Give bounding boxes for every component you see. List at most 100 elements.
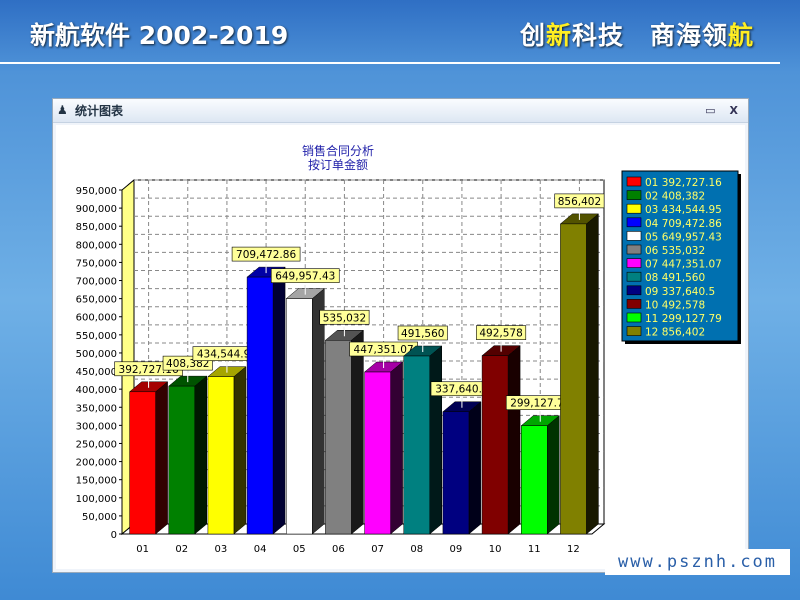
bar-side xyxy=(586,213,599,535)
bar-04 xyxy=(246,276,274,535)
data-label: 649,957.43 xyxy=(275,271,335,283)
data-label-box xyxy=(270,268,340,283)
y-tick-label: 300,000 xyxy=(76,421,117,432)
bar-side xyxy=(429,345,442,535)
data-label-box xyxy=(397,325,448,341)
slogan: 创新科技 商海领航 xyxy=(520,16,754,52)
y-tick-label: 0 xyxy=(111,530,117,541)
y-tick-label: 350,000 xyxy=(76,403,117,414)
y-tick-label: 450,000 xyxy=(76,367,117,378)
legend-item: 03 434,544.95 xyxy=(645,204,722,216)
data-label-box xyxy=(476,325,527,340)
legend-item: 05 649,957.43 xyxy=(645,231,722,243)
legend-swatch xyxy=(626,271,642,282)
legend-swatch xyxy=(626,190,642,200)
bar-side xyxy=(390,361,403,535)
chart-window: ♟ 统计图表 ▭ X 销售合同分析 按订单金额 0 50,000 100,000 150,… xyxy=(52,98,749,573)
legend-swatch xyxy=(626,312,642,323)
bar-08 xyxy=(403,355,430,535)
data-label-box xyxy=(319,309,370,325)
chart-area: 销售合同分析 按订单金额 0 50,000 100,000 150,000 200,000 2… xyxy=(56,125,745,569)
legend-swatch xyxy=(626,176,642,187)
y-tick-label: 850,000 xyxy=(76,222,117,233)
slogan-part: 创 xyxy=(519,21,546,50)
slogan-part: 科技 商海领 xyxy=(571,21,728,50)
legend-item: 04 709,472.86 xyxy=(645,218,722,230)
x-tick-label: 10 xyxy=(489,544,502,555)
x-tick-label: 03 xyxy=(215,544,228,555)
x-tick-label: 06 xyxy=(332,544,345,555)
x-tick-label: 12 xyxy=(567,544,580,555)
x-tick-label: 08 xyxy=(410,544,423,555)
data-label: 709,472.86 xyxy=(236,249,296,261)
data-label: 408,382 xyxy=(166,358,209,370)
x-tick-label: 09 xyxy=(450,544,463,555)
bar-10 xyxy=(481,355,509,535)
bar-side xyxy=(547,415,560,535)
bar-05 xyxy=(286,298,313,535)
x-tick-label: 05 xyxy=(293,544,306,555)
app-title: 新航软件 2002-2019 xyxy=(30,21,289,50)
bar-09 xyxy=(442,411,470,535)
bar-11 xyxy=(521,425,548,535)
bar-06 xyxy=(325,340,352,535)
data-label: 434,544.95 xyxy=(197,349,257,361)
data-label: 492,578 xyxy=(479,328,522,340)
legend-item: 11 299,127.79 xyxy=(645,313,722,325)
data-label-box xyxy=(554,193,605,209)
y-tick-label: 550,000 xyxy=(76,331,117,342)
y-tick-label: 150,000 xyxy=(76,476,117,487)
y-tick-label: 900,000 xyxy=(76,204,117,215)
bar-side xyxy=(468,401,482,535)
legend-item: 01 392,727.16 xyxy=(645,177,722,189)
bar-side xyxy=(507,345,521,535)
legend-swatch xyxy=(626,217,642,228)
legend-swatch xyxy=(626,203,642,214)
x-tick-label: 04 xyxy=(254,544,267,555)
y-tick-label: 700,000 xyxy=(76,277,117,288)
y-tick-label: 950,000 xyxy=(76,186,117,197)
legend-swatch xyxy=(626,258,642,268)
x-tick-label: 01 xyxy=(136,544,149,555)
bar-side xyxy=(272,266,286,535)
data-label: 447,351.07 xyxy=(354,344,414,356)
x-tick-label: 07 xyxy=(371,544,384,555)
minimize-button[interactable]: ▭ xyxy=(705,104,716,117)
y-tick-label: 200,000 xyxy=(76,458,117,469)
window-title: 统计图表 xyxy=(75,104,124,118)
bar-02 xyxy=(168,385,195,535)
bar-side xyxy=(312,288,325,535)
legend-swatch xyxy=(626,244,642,255)
chart-subtitle: 按订单金额 xyxy=(308,157,368,172)
legend xyxy=(621,170,739,342)
divider xyxy=(0,62,780,64)
bar-01 xyxy=(129,391,156,535)
legend-swatch xyxy=(626,231,642,241)
slogan-part: 航 xyxy=(727,21,754,50)
bar-side xyxy=(155,381,168,535)
x-tick-label: 02 xyxy=(175,544,188,555)
data-label: 491,560 xyxy=(401,328,444,340)
close-button[interactable]: X xyxy=(729,104,738,117)
data-label-box xyxy=(231,246,301,262)
legend-swatch xyxy=(626,285,642,296)
legend-item: 07 447,351.07 xyxy=(645,259,722,271)
legend-swatch xyxy=(626,326,642,336)
bar-side xyxy=(194,375,207,535)
legend-item: 08 491,560 xyxy=(645,272,705,284)
y-tick-label: 400,000 xyxy=(76,385,117,396)
legend-item: 10 492,578 xyxy=(645,299,705,311)
app-icon: ♟ xyxy=(57,102,68,117)
y-tick-label: 500,000 xyxy=(76,349,117,360)
bar-07 xyxy=(364,371,391,535)
legend-item: 02 408,382 xyxy=(645,191,705,203)
legend-item: 06 535,032 xyxy=(645,245,705,257)
website-url[interactable]: www.psznh.com xyxy=(605,549,790,575)
data-label: 856,402 xyxy=(558,196,601,208)
data-label: 535,032 xyxy=(323,312,366,324)
y-tick-label: 750,000 xyxy=(76,258,117,269)
data-label: 337,640.5 xyxy=(435,384,488,396)
legend-item: 12 856,402 xyxy=(645,327,705,339)
bar-12 xyxy=(560,223,587,535)
